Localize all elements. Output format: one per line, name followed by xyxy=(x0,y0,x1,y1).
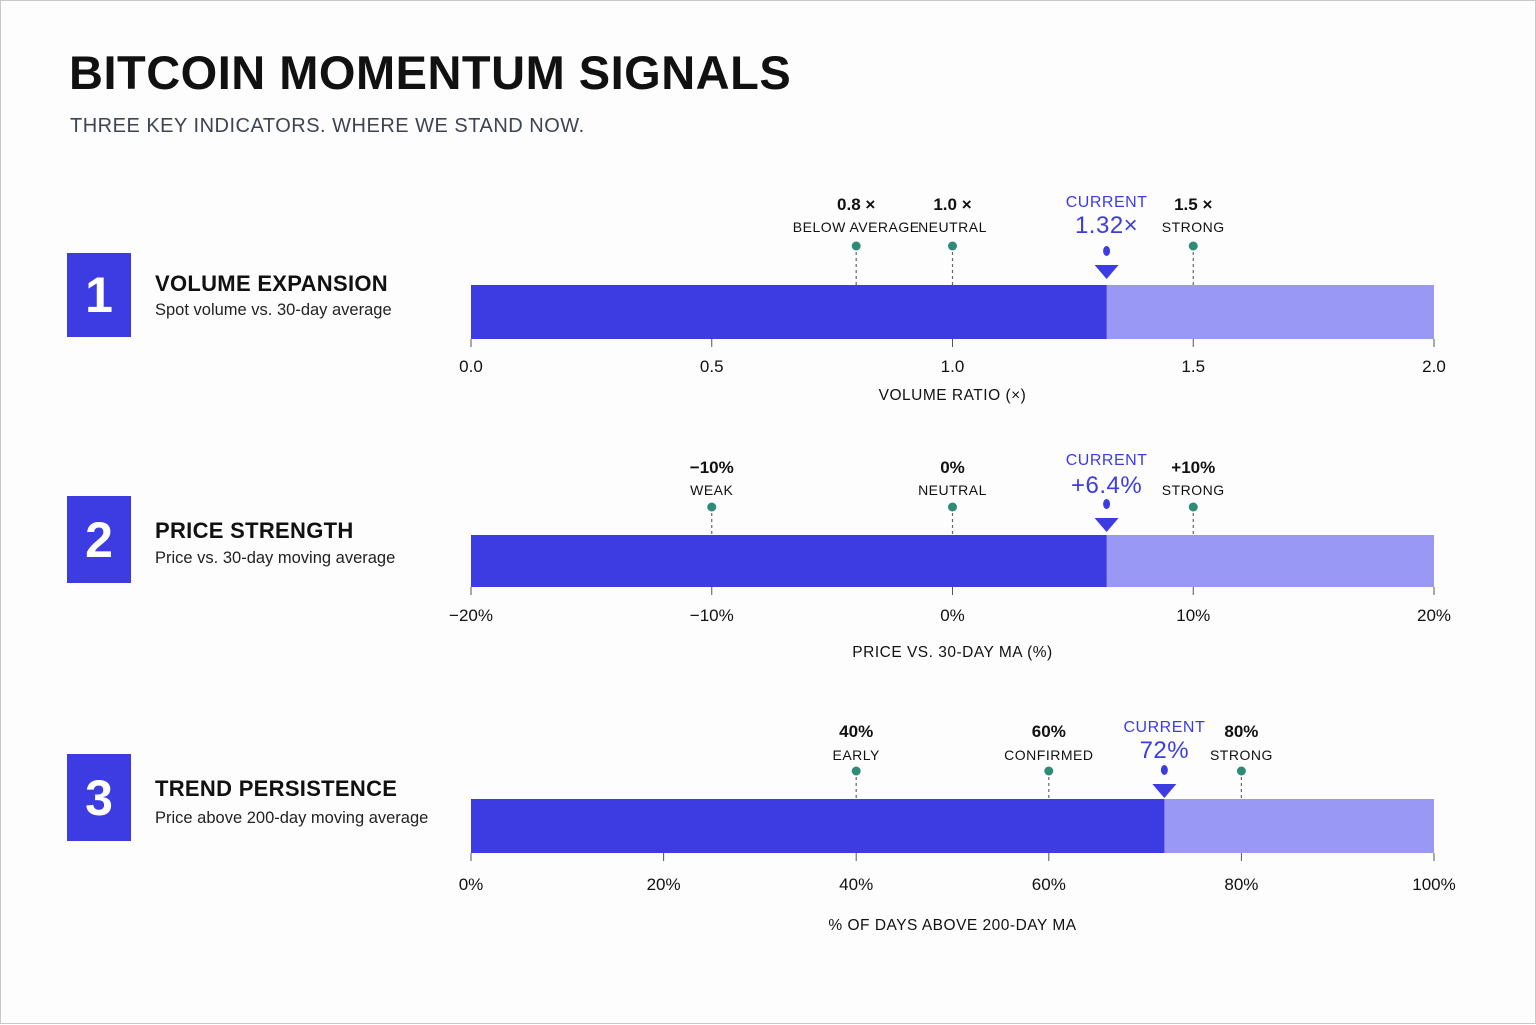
page-subtitle: THREE KEY INDICATORS. WHERE WE STAND NOW… xyxy=(70,115,585,137)
indicator-description: Price vs. 30-day moving average xyxy=(155,549,396,567)
axis-tick-label: 20% xyxy=(1417,606,1451,625)
current-value: +6.4% xyxy=(1071,472,1142,499)
threshold-marker-dot xyxy=(948,241,957,251)
threshold-value-label: −10% xyxy=(690,458,734,477)
indicator-number-badge: 1 xyxy=(67,253,131,337)
axis-tick-label: 10% xyxy=(1176,606,1210,625)
axis-tick-label: 1.5 xyxy=(1181,357,1205,376)
current-label: CURRENT xyxy=(1124,719,1206,736)
threshold-marker-dot xyxy=(1236,766,1246,776)
axis-tick-label: 20% xyxy=(647,875,681,894)
threshold-value-label: 1.5 × xyxy=(1174,195,1212,214)
threshold-value-label: 0.8 × xyxy=(837,195,875,214)
axis-tick-label: 0.5 xyxy=(700,357,724,376)
current-value: 1.32× xyxy=(1075,212,1138,239)
axis-tick-label: 1.0 xyxy=(941,357,965,376)
axis-tick-label: 40% xyxy=(839,875,873,894)
indicator-description: Price above 200-day moving average xyxy=(155,809,429,827)
current-label: CURRENT xyxy=(1066,194,1148,211)
current-marker-drop xyxy=(1160,765,1168,775)
indicator-number-badge: 3 xyxy=(67,754,131,841)
threshold-name-label: EARLY xyxy=(833,747,881,763)
bar-fill xyxy=(471,285,1107,339)
indicator-number-badge: 2 xyxy=(67,496,131,583)
threshold-name-label: STRONG xyxy=(1162,219,1225,235)
threshold-marker-dot xyxy=(1044,766,1054,776)
axis-tick-label: 100% xyxy=(1412,875,1455,894)
threshold-name-label: NEUTRAL xyxy=(918,482,987,498)
current-marker-arrow xyxy=(1152,784,1177,798)
threshold-value-label: 0% xyxy=(940,458,965,477)
current-marker-drop xyxy=(1103,499,1111,509)
bar-fill xyxy=(471,799,1165,853)
indicator-title: VOLUME EXPANSION xyxy=(155,271,388,296)
threshold-marker-dot xyxy=(1188,241,1198,251)
threshold-name-label: STRONG xyxy=(1210,747,1273,763)
current-marker-arrow xyxy=(1094,265,1119,279)
axis-tick-label: 60% xyxy=(1032,875,1066,894)
current-label: CURRENT xyxy=(1066,452,1148,469)
axis-label: VOLUME RATIO (×) xyxy=(879,387,1027,404)
current-marker-arrow xyxy=(1094,518,1119,532)
axis-tick-label: 0% xyxy=(940,606,965,625)
axis-label: PRICE VS. 30-DAY MA (%) xyxy=(852,644,1052,661)
axis-tick-label: 80% xyxy=(1224,875,1258,894)
threshold-name-label: BELOW AVERAGE xyxy=(793,219,920,235)
axis-tick-label: −10% xyxy=(690,606,734,625)
threshold-marker-dot xyxy=(851,766,861,776)
current-marker-drop xyxy=(1103,246,1111,256)
axis-tick-label: −20% xyxy=(449,606,493,625)
bar-fill xyxy=(471,535,1107,587)
axis-tick-label: 2.0 xyxy=(1422,357,1446,376)
threshold-value-label: 60% xyxy=(1032,722,1066,741)
threshold-name-label: STRONG xyxy=(1162,482,1225,498)
threshold-marker-dot xyxy=(851,241,861,251)
indicator-description: Spot volume vs. 30-day average xyxy=(155,301,392,319)
threshold-name-label: CONFIRMED xyxy=(1004,747,1093,763)
threshold-value-label: +10% xyxy=(1171,458,1215,477)
threshold-name-label: NEUTRAL xyxy=(918,219,987,235)
current-value: 72% xyxy=(1140,737,1190,764)
axis-tick-label: 0% xyxy=(459,875,484,894)
threshold-value-label: 1.0 × xyxy=(933,195,971,214)
threshold-marker-dot xyxy=(948,502,957,512)
threshold-marker-dot xyxy=(707,502,717,512)
threshold-value-label: 80% xyxy=(1224,722,1258,741)
indicator-title: TREND PERSISTENCE xyxy=(155,776,398,801)
indicator-title: PRICE STRENGTH xyxy=(155,518,354,543)
threshold-marker-dot xyxy=(1188,502,1198,512)
axis-tick-label: 0.0 xyxy=(459,357,483,376)
threshold-value-label: 40% xyxy=(839,722,873,741)
threshold-name-label: WEAK xyxy=(690,482,733,498)
axis-label: % OF DAYS ABOVE 200-DAY MA xyxy=(828,917,1076,934)
page-title: BITCOIN MOMENTUM SIGNALS xyxy=(69,46,792,99)
